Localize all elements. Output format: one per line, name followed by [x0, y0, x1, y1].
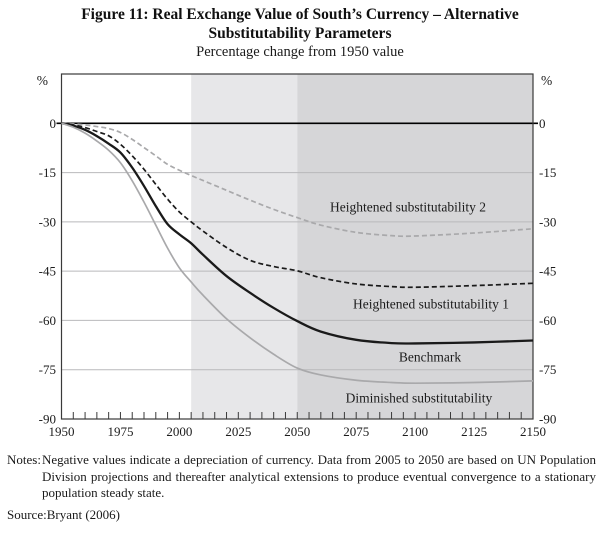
- series-label-heightened-substitutability-2: Heightened substitutability 2: [330, 200, 486, 215]
- y-axis-label-left--45: -45: [39, 264, 56, 279]
- x-axis-label-1975: 1975: [107, 424, 133, 439]
- series-line-benchmark: [61, 122, 534, 345]
- figure-subtitle: Percentage change from 1950 value: [196, 44, 404, 60]
- notes-row: Notes: Negative values indicate a deprec…: [7, 452, 596, 502]
- series-label-diminished-substitutability: Diminished substitutability: [346, 391, 493, 406]
- x-axis-label-2100: 2100: [402, 424, 428, 439]
- figure-header: Figure 11: Real Exchange Value of South’…: [0, 0, 600, 61]
- series-line-heightened-substitutability-1: [61, 122, 534, 289]
- y-axis-label-right-0: 0: [539, 116, 546, 131]
- y-axis-unit-left: %: [37, 73, 48, 88]
- y-axis-label-left--30: -30: [39, 214, 56, 229]
- figure-title-line1: Figure 11: Real Exchange Value of South’…: [81, 6, 519, 23]
- source-row: Source: Bryant (2006): [7, 507, 596, 524]
- notes-block: Notes: Negative values indicate a deprec…: [0, 452, 600, 523]
- y-axis-label-right--60: -60: [539, 313, 556, 328]
- y-axis-label-left--60: -60: [39, 313, 56, 328]
- y-axis-label-right--15: -15: [539, 165, 556, 180]
- projection-band-2: [297, 74, 533, 419]
- y-axis-label-right--75: -75: [539, 362, 556, 377]
- y-axis-label-left--75: -75: [39, 362, 56, 377]
- x-axis-label-2075: 2075: [343, 424, 369, 439]
- chart: Heightened substitutability 2 Heightened …: [37, 73, 557, 439]
- series-line-heightened-substitutability-2: [61, 122, 534, 238]
- series-label-heightened-substitutability-1: Heightened substitutability 1: [353, 297, 509, 312]
- y-axis-unit-right: %: [541, 73, 552, 88]
- x-axis-label-2150: 2150: [520, 424, 546, 439]
- notes-text: Negative values indicate a depreciation …: [42, 452, 596, 500]
- y-axis-label-left--15: -15: [39, 165, 56, 180]
- source-text: Bryant (2006): [46, 506, 121, 522]
- notes-label: Notes:: [7, 452, 41, 467]
- y-axis-label-right--45: -45: [539, 264, 556, 279]
- x-axis-label-2000: 2000: [166, 424, 192, 439]
- y-axis-label-right--90: -90: [539, 412, 556, 427]
- x-axis-label-2125: 2125: [461, 424, 487, 439]
- projection-band-1: [191, 74, 298, 419]
- source-label: Source:: [7, 506, 47, 522]
- figure-title-line2: Substitutability Parameters: [208, 25, 392, 42]
- y-axis-label-left--90: -90: [39, 412, 56, 427]
- series-label-benchmark: Benchmark: [399, 350, 461, 365]
- x-axis-label-2025: 2025: [225, 424, 251, 439]
- x-axis-label-2050: 2050: [284, 424, 310, 439]
- x-axis-label-1950: 1950: [49, 424, 75, 439]
- y-axis-label-right--30: -30: [539, 214, 556, 229]
- series-line-diminished-substitutability: [61, 122, 534, 385]
- y-axis-label-left-0: 0: [50, 116, 57, 131]
- plot-frame: [60, 73, 534, 420]
